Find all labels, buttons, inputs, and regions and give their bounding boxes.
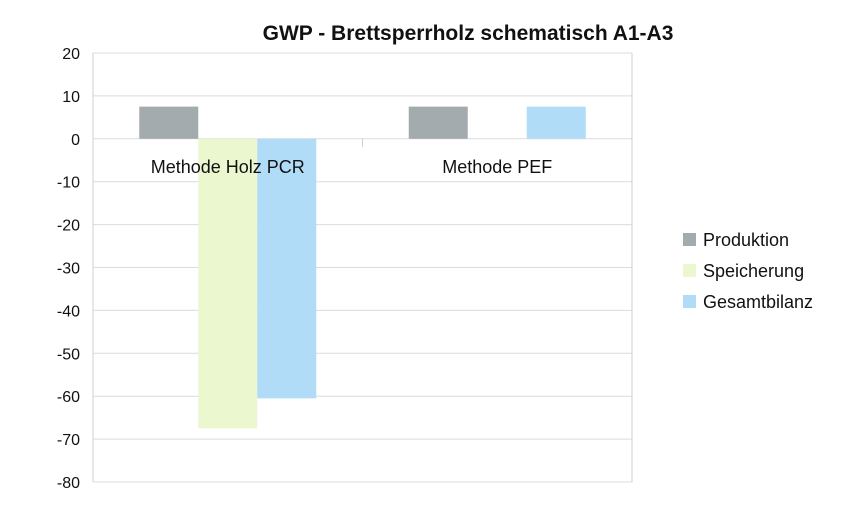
legend-label: Gesamtbilanz: [703, 292, 813, 312]
legend-swatch: [683, 233, 696, 246]
category-label: Methode PEF: [442, 157, 552, 177]
y-tick-label: 0: [71, 132, 80, 149]
legend-swatch: [683, 264, 696, 277]
legend-label: Produktion: [703, 230, 789, 250]
bar: [526, 106, 586, 139]
category-labels: Methode Holz PCR Methode PEF: [151, 157, 553, 177]
legend: Produktion Speicherung Gesamtbilanz: [683, 230, 813, 312]
y-tick-label: -30: [57, 261, 80, 278]
y-tick-label: -70: [57, 432, 80, 449]
y-tick-label: 20: [62, 46, 80, 63]
chart-title: GWP - Brettsperrholz schematisch A1-A3: [263, 22, 674, 45]
bar: [198, 138, 258, 429]
bars: [139, 106, 586, 429]
y-tick-label: -60: [57, 389, 80, 406]
bar: [139, 106, 199, 139]
y-axis-ticks: 20 10 0 -10 -20 -30 -40 -50 -60 -70 -80: [57, 46, 80, 492]
y-tick-label: -40: [57, 303, 80, 320]
bar: [257, 138, 317, 399]
y-tick-label: 10: [62, 89, 80, 106]
category-label: Methode Holz PCR: [151, 157, 305, 177]
bar: [408, 106, 468, 139]
legend-swatch: [683, 295, 696, 308]
y-tick-label: -50: [57, 346, 80, 363]
y-tick-label: -10: [57, 175, 80, 192]
legend-label: Speicherung: [703, 261, 804, 281]
y-tick-label: -20: [57, 218, 80, 235]
y-tick-label: -80: [57, 475, 80, 492]
